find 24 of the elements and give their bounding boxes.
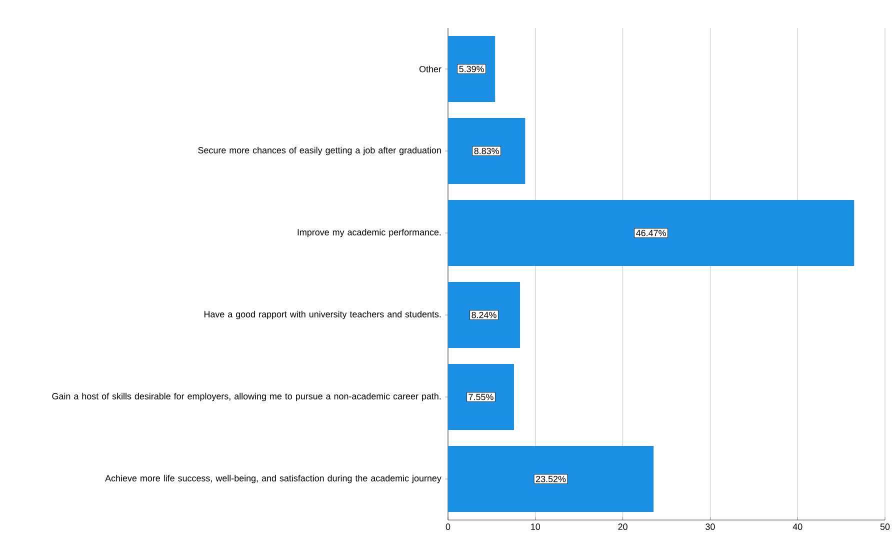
x-tick-label: 20: [618, 524, 628, 530]
y-tick-label: Secure more chances of easily getting a job after graduation: [198, 146, 441, 156]
data-label: 5.39%: [459, 66, 484, 72]
bar: [448, 118, 526, 184]
data-label: 23.52%: [536, 476, 566, 482]
data-label: 7.55%: [468, 394, 494, 400]
y-tick-label: Have a good rapport with university teachers and students.: [204, 310, 441, 320]
x-tick-label: 0: [446, 524, 450, 530]
data-label: 8.83%: [474, 148, 499, 154]
y-tick-label: Improve my academic performance.: [298, 228, 441, 238]
data-label: 46.47%: [636, 230, 666, 236]
data-label: 8.24%: [472, 312, 496, 318]
x-tick-label: 40: [792, 524, 802, 530]
bar: [448, 446, 654, 512]
bar: [448, 36, 496, 102]
bar: [448, 282, 520, 348]
y-tick-label: Gain a host of skills desirable for employers, allowing me to pursue a non-academic career path.: [52, 392, 441, 402]
y-tick-label: Achieve more life success, well-being, and satisfaction during the academic journey: [105, 474, 442, 484]
y-tick-label: Other: [419, 66, 442, 72]
bar: [448, 200, 854, 266]
bar: [448, 364, 514, 430]
x-tick-label: 50: [880, 524, 890, 530]
x-tick-label: 30: [706, 524, 715, 530]
x-tick-label: 10: [531, 524, 540, 530]
